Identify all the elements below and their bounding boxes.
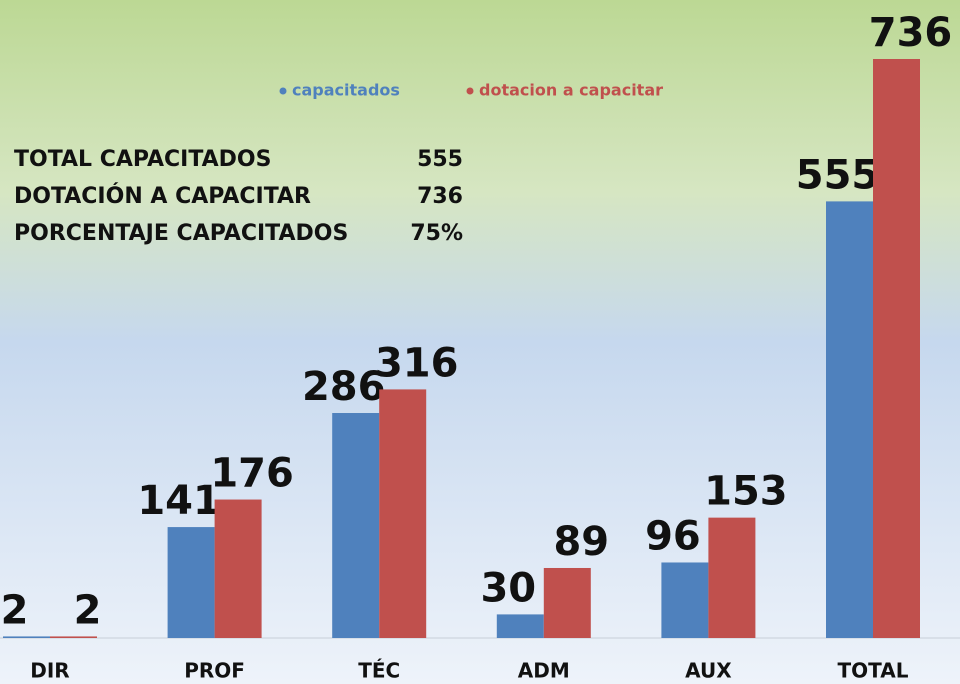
- legend-marker: [466, 87, 474, 95]
- x-tick-label: PROF: [184, 659, 245, 683]
- bar: [826, 201, 873, 638]
- x-tick-label: DIR: [30, 659, 69, 683]
- bar: [873, 59, 920, 638]
- value-label: 89: [553, 519, 609, 565]
- legend-marker: [279, 87, 287, 95]
- bar: [708, 517, 756, 638]
- legend-label: capacitados: [292, 81, 400, 100]
- value-label: 286: [302, 364, 386, 410]
- x-tick-label: TÉC: [358, 659, 400, 683]
- value-label: 96: [645, 513, 701, 559]
- x-tick-label: AUX: [685, 659, 732, 683]
- value-label: 2: [74, 587, 102, 633]
- annotation-label: PORCENTAJE CAPACITADOS: [14, 221, 348, 246]
- bar: [167, 527, 215, 638]
- bar: [496, 614, 544, 638]
- value-label: 30: [480, 565, 536, 611]
- annotation-label: DOTACIÓN A CAPACITAR: [14, 183, 311, 209]
- value-label: 176: [210, 451, 294, 497]
- x-tick-label: ADM: [518, 659, 570, 683]
- bar: [543, 567, 591, 638]
- value-label: 736: [869, 10, 953, 56]
- annotation-value: 555: [417, 147, 463, 172]
- annotation-value: 736: [417, 184, 463, 209]
- bar: [50, 636, 97, 638]
- bar: [3, 636, 50, 638]
- value-label: 153: [704, 469, 788, 515]
- annotation-value: 75%: [410, 221, 463, 246]
- value-label: 555: [796, 152, 880, 198]
- bar: [214, 499, 262, 638]
- annotation-label: TOTAL CAPACITADOS: [14, 147, 271, 172]
- bar: [661, 562, 709, 638]
- bar: [332, 413, 380, 638]
- legend-label: dotacion a capacitar: [479, 81, 663, 100]
- value-label: 316: [375, 340, 459, 386]
- x-tick-label: TOTAL: [838, 659, 909, 683]
- value-label: 141: [137, 478, 221, 524]
- bar: [379, 389, 427, 638]
- value-label: 2: [1, 587, 29, 633]
